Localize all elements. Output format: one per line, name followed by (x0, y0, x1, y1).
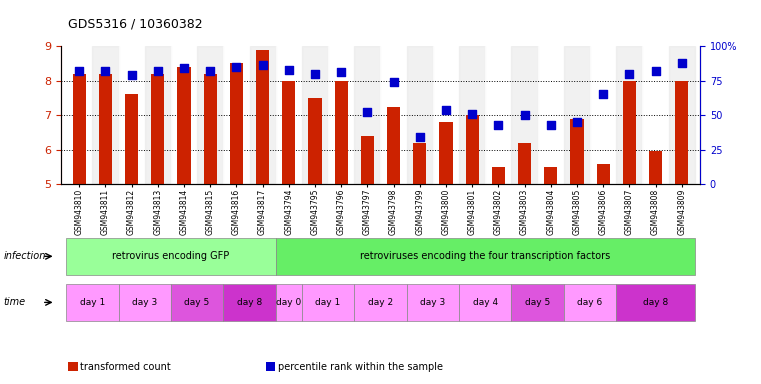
Text: GDS5316 / 10360382: GDS5316 / 10360382 (68, 17, 203, 30)
Bar (72, 74, 86, 184)
Bar (256, 50, 269, 184)
Text: day 4: day 4 (473, 298, 498, 307)
Bar (151, 74, 164, 184)
Point (283, 66, 295, 73)
Bar (99, 74, 112, 184)
Point (361, 109, 374, 116)
Text: retroviruses encoding the four transcription factors: retroviruses encoding the four transcrip… (360, 251, 610, 262)
Point (204, 68, 216, 74)
Bar (250, 46, 275, 184)
Text: day 1: day 1 (316, 298, 341, 307)
Text: day 3: day 3 (420, 298, 445, 307)
Bar (92, 46, 119, 184)
Bar (669, 46, 695, 184)
Bar (642, 46, 669, 184)
Point (414, 134, 426, 141)
Bar (511, 46, 538, 184)
Point (676, 60, 688, 66)
Bar (223, 46, 250, 184)
Bar (564, 46, 590, 184)
Text: day 5: day 5 (184, 298, 210, 307)
Point (309, 71, 321, 77)
Bar (439, 122, 453, 184)
Bar (335, 81, 348, 184)
Bar (518, 143, 531, 184)
Bar (597, 164, 610, 184)
Point (178, 65, 190, 71)
Bar (119, 46, 145, 184)
Bar (590, 46, 616, 184)
Bar (230, 63, 243, 184)
Point (73, 68, 85, 74)
Text: infection: infection (4, 251, 46, 262)
Text: day 0: day 0 (276, 298, 301, 307)
Text: day 8: day 8 (643, 298, 668, 307)
Point (387, 79, 400, 85)
Point (649, 68, 661, 74)
Bar (171, 46, 197, 184)
Point (231, 64, 243, 70)
Text: percentile rank within the sample: percentile rank within the sample (278, 362, 443, 372)
Point (623, 71, 635, 77)
Bar (355, 46, 380, 184)
Point (597, 91, 610, 98)
Point (466, 111, 478, 117)
Bar (649, 152, 662, 184)
Bar (308, 98, 322, 184)
Point (440, 107, 452, 113)
Text: day 1: day 1 (80, 298, 105, 307)
Bar (675, 81, 689, 184)
Point (256, 62, 269, 68)
Point (518, 112, 530, 118)
Point (100, 68, 112, 74)
Bar (275, 46, 302, 184)
Bar (204, 74, 217, 184)
Bar (616, 46, 642, 184)
Text: day 2: day 2 (368, 298, 393, 307)
Bar (145, 46, 171, 184)
Text: time: time (4, 297, 26, 308)
Text: day 3: day 3 (132, 298, 158, 307)
Point (571, 119, 583, 125)
Bar (538, 46, 564, 184)
Text: day 6: day 6 (578, 298, 603, 307)
Bar (361, 136, 374, 184)
Bar (387, 107, 400, 184)
Bar (622, 81, 636, 184)
Point (335, 69, 347, 75)
Bar (380, 46, 406, 184)
Bar (544, 167, 557, 184)
Bar (486, 46, 511, 184)
Bar (328, 46, 355, 184)
Bar (433, 46, 459, 184)
Text: day 5: day 5 (525, 298, 550, 307)
Bar (459, 46, 486, 184)
Bar (282, 81, 295, 184)
Bar (406, 46, 433, 184)
Bar (571, 119, 584, 184)
Bar (413, 143, 426, 184)
Point (545, 122, 557, 128)
Bar (302, 46, 328, 184)
Text: transformed count: transformed count (80, 362, 170, 372)
Point (151, 68, 164, 74)
Bar (125, 94, 139, 184)
Bar (492, 167, 505, 184)
Bar (466, 115, 479, 184)
Point (492, 122, 505, 128)
Bar (66, 46, 92, 184)
Text: retrovirus encoding GFP: retrovirus encoding GFP (113, 251, 230, 262)
Bar (197, 46, 223, 184)
Point (126, 72, 138, 78)
Text: day 8: day 8 (237, 298, 262, 307)
Bar (177, 67, 190, 184)
